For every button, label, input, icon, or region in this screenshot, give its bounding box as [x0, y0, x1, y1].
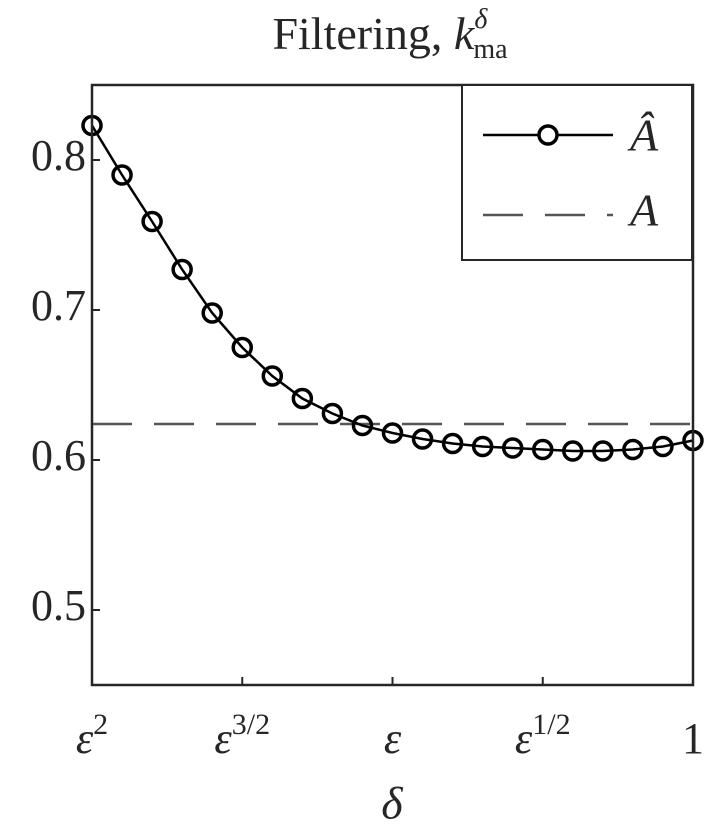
data-point [171, 258, 193, 281]
data-point [532, 438, 554, 461]
x-tick-base: 1 [682, 714, 704, 763]
title-subscript: ma [473, 34, 508, 65]
data-point [441, 432, 464, 455]
title-symbol: k [454, 8, 476, 59]
x-tick-base: ε [515, 714, 533, 763]
data-point [562, 440, 584, 462]
x-tick-label: ε2 [76, 708, 108, 763]
y-tick-label: 0.7 [31, 281, 86, 330]
data-point [321, 402, 344, 425]
x-tick-label: ε3/2 [214, 708, 270, 763]
x-tick-label: ε1/2 [515, 708, 571, 763]
x-tick-base: ε [214, 714, 232, 763]
legend-label: A [627, 185, 659, 236]
data-point [592, 440, 614, 462]
title-text: Filtering, [272, 8, 453, 59]
data-point [141, 210, 163, 233]
title-superscript: δ [474, 4, 488, 35]
data-point [231, 336, 253, 359]
y-tick-label: 0.5 [31, 581, 86, 630]
data-point [201, 302, 223, 324]
y-tick-label: 0.8 [31, 131, 86, 180]
x-axis-label: δ [381, 778, 403, 829]
x-tick-base: ε [76, 714, 94, 763]
legend-marker [537, 124, 559, 146]
data-point [501, 437, 524, 459]
data-point [351, 414, 374, 437]
y-tick-label: 0.6 [31, 431, 86, 480]
data-point [652, 435, 674, 458]
data-point [471, 435, 494, 458]
legend-label: Â [627, 110, 659, 161]
data-point [622, 438, 644, 461]
x-tick-label: ε [384, 714, 402, 763]
legend-box [461, 84, 693, 261]
data-point [261, 365, 284, 387]
plot-frame [90, 83, 695, 687]
data-point [111, 164, 133, 186]
x-tick-sup: 2 [93, 708, 108, 741]
chart-title: Filtering, kδ ma [272, 4, 508, 65]
data-point [411, 428, 434, 450]
x-tick-label: 1 [682, 714, 704, 763]
x-tick-sup: 3/2 [232, 708, 270, 741]
x-tick-sup: 1/2 [532, 708, 570, 741]
data-point [381, 422, 404, 444]
data-point [291, 387, 314, 410]
x-tick-base: ε [384, 714, 402, 763]
